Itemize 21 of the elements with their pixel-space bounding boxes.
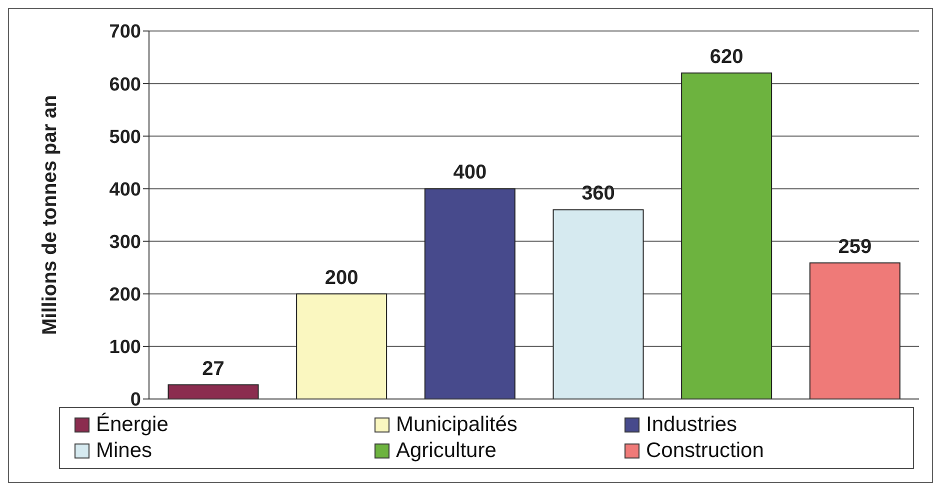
y-tick-label: 600	[109, 74, 141, 96]
legend-label: Municipalités	[396, 412, 518, 438]
y-tick-label: 200	[109, 284, 141, 306]
y-tick-label: 400	[109, 179, 141, 200]
data-label: 27	[202, 358, 224, 380]
legend-label: Construction	[646, 438, 764, 464]
y-tick-label: 500	[109, 126, 141, 148]
data-label: 259	[838, 236, 872, 258]
y-tick-label: 300	[109, 232, 141, 254]
y-tick-label: 100	[109, 337, 141, 358]
data-label: 360	[582, 182, 615, 205]
y-axis-title: Millions de tonnes par an	[39, 94, 62, 336]
legend-label: Agriculture	[396, 438, 496, 464]
legend-label: Mines	[96, 438, 152, 464]
legend-label: Industries	[646, 412, 738, 438]
y-tick-label: 0	[130, 390, 141, 411]
data-label: 620	[710, 46, 744, 68]
data-label: 200	[324, 266, 358, 289]
data-label: 400	[453, 162, 487, 184]
y-tick-label: 700	[109, 22, 141, 43]
legend-label: Énergie	[96, 412, 168, 438]
